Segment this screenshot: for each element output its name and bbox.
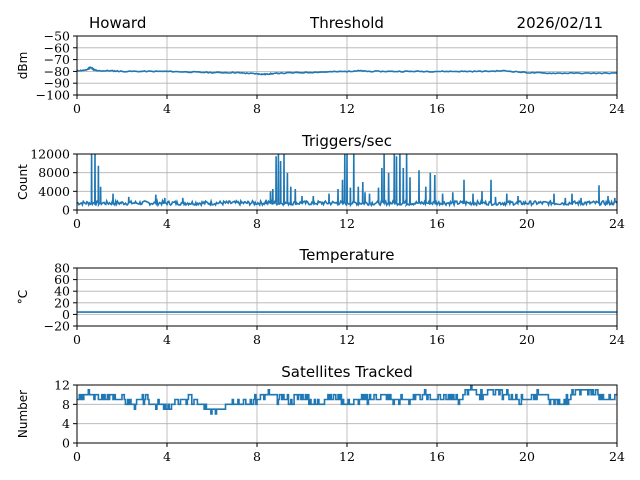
y-tick-label: −80 [44, 64, 70, 79]
y-tick-label: −90 [44, 76, 70, 91]
x-tick-label: 20 [519, 332, 535, 347]
x-tick-label: 8 [253, 449, 261, 464]
x-tick-label: 24 [609, 101, 625, 116]
x-tick-label: 0 [73, 332, 81, 347]
y-tick-label: 0 [62, 307, 70, 322]
x-tick-label: 16 [429, 449, 445, 464]
y-axis-label: Count [16, 164, 30, 200]
y-axis-label: °C [16, 290, 30, 304]
y-tick-label: −100 [36, 88, 70, 103]
x-tick-label: 4 [163, 449, 171, 464]
y-tick-label: −20 [44, 319, 70, 334]
x-tick-label: 12 [339, 449, 355, 464]
y-tick-label: 12 [54, 378, 70, 393]
y-axis-label: dBm [16, 52, 30, 80]
x-tick-label: 12 [339, 332, 355, 347]
panel-threshold: Threshold 0 4 8 12 16 20 24 −100−90−80−70−60−50 d… [16, 14, 625, 116]
chart-title: Temperature [298, 246, 394, 264]
y-tick-label: 0 [62, 203, 70, 218]
y-tick-label: 8 [62, 397, 70, 412]
date-label: 2026/02/11 [517, 14, 603, 32]
panel-triggers: Triggers/sec 0 4 8 12 16 20 24 0 4000 8000 12000Cou… [16, 132, 625, 231]
y-tick-label: 40 [54, 284, 70, 299]
x-tick-label: 24 [609, 332, 625, 347]
x-tick-label: 24 [609, 216, 625, 231]
chart-title: Satellites Tracked [281, 363, 412, 381]
y-tick-label: −50 [44, 29, 70, 44]
x-tick-label: 12 [339, 216, 355, 231]
x-tick-label: 0 [73, 101, 81, 116]
chart-title: Threshold [309, 14, 384, 32]
x-tick-label: 20 [519, 101, 535, 116]
x-tick-label: 20 [519, 449, 535, 464]
series-line [77, 66, 617, 76]
chart-title: Triggers/sec [301, 132, 392, 150]
x-tick-label: 0 [73, 449, 81, 464]
x-tick-label: 8 [253, 101, 261, 116]
x-tick-label: 4 [163, 216, 171, 231]
x-tick-label: 4 [163, 101, 171, 116]
x-tick-label: 16 [429, 332, 445, 347]
x-tick-label: 16 [429, 216, 445, 231]
y-axis-label: Number [16, 390, 30, 438]
y-tick-label: 20 [54, 295, 70, 310]
y-tick-label: 0 [62, 436, 70, 451]
x-tick-label: 8 [253, 332, 261, 347]
x-tick-label: 0 [73, 216, 81, 231]
y-tick-label: 4 [62, 416, 70, 431]
y-tick-label: 60 [54, 272, 70, 287]
series-line [77, 385, 617, 415]
x-tick-label: 8 [253, 216, 261, 231]
x-tick-label: 20 [519, 216, 535, 231]
y-tick-label: 12000 [30, 147, 70, 162]
y-tick-label: −60 [44, 40, 70, 55]
y-tick-label: 4000 [38, 184, 70, 199]
y-tick-label: −70 [44, 52, 70, 67]
x-tick-label: 24 [609, 449, 625, 464]
panel-satellites: Satellites Tracked 0 4 8 12 16 20 24 0 4 8 12 Number [16, 363, 625, 464]
series-line [77, 154, 617, 208]
x-tick-label: 12 [339, 101, 355, 116]
x-tick-label: 16 [429, 101, 445, 116]
station-name: Howard [89, 14, 146, 32]
x-tick-label: 4 [163, 332, 171, 347]
y-tick-label: 8000 [38, 165, 70, 180]
y-tick-label: 80 [54, 261, 70, 276]
